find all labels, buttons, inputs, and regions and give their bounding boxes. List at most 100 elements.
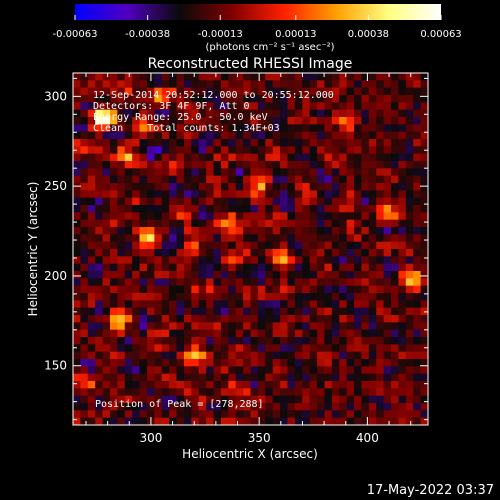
heatmap-cell: [346, 278, 355, 287]
heatmap-cell: [243, 153, 251, 162]
heatmap-cell: [176, 322, 185, 331]
heatmap-cell: [302, 344, 311, 353]
heatmap-cell: [124, 87, 133, 96]
heatmap-cell: [206, 417, 214, 425]
heatmap-cell: [391, 417, 399, 425]
heatmap-cell: [146, 410, 155, 419]
heatmap-cell: [257, 205, 266, 213]
heatmap-cell: [294, 256, 303, 265]
heatmap-cell: [161, 234, 170, 243]
heatmap-cell: [287, 263, 296, 272]
heatmap-cell: [331, 359, 340, 367]
heatmap-cell: [420, 337, 428, 345]
heatmap-cell: [309, 102, 318, 111]
heatmap-cell: [272, 183, 281, 191]
heatmap-cell: [257, 102, 266, 111]
heatmap-cell: [176, 315, 185, 323]
heatmap-cell: [317, 102, 325, 111]
heatmap-cell: [265, 329, 274, 338]
heatmap-cell: [73, 315, 81, 323]
heatmap-cell: [243, 102, 251, 111]
heatmap-cell: [272, 344, 281, 353]
heatmap-cell: [154, 256, 163, 265]
heatmap-cell: [317, 293, 325, 301]
heatmap-cell: [161, 124, 170, 133]
heatmap-cell: [161, 73, 170, 81]
heatmap-cell: [80, 109, 89, 118]
heatmap-cell: [331, 410, 340, 419]
heatmap-cell: [257, 381, 266, 389]
annotation-method: Clean Total counts: 1.34E+03: [93, 123, 280, 134]
heatmap-cell: [302, 117, 311, 125]
heatmap-cell: [154, 271, 163, 279]
heatmap-cell: [420, 271, 428, 279]
annotation-peak: Position of Peak = [278,288]: [95, 399, 264, 410]
heatmap-cell: [354, 153, 362, 162]
heatmap-cell: [198, 219, 207, 228]
heatmap-cell: [287, 300, 296, 309]
heatmap-cell: [146, 146, 155, 155]
heatmap-cell: [361, 131, 370, 140]
heatmap-cell: [317, 322, 325, 331]
heatmap-cell: [265, 322, 274, 331]
heatmap-cell: [376, 293, 385, 301]
heatmap-cell: [420, 373, 428, 382]
heatmap-cell: [413, 271, 422, 279]
heatmap-cell: [220, 359, 229, 367]
heatmap-cell: [191, 278, 200, 287]
heatmap-cell: [280, 241, 288, 250]
heatmap-cell: [250, 124, 259, 133]
heatmap-cell: [354, 417, 362, 425]
heatmap-cell: [309, 359, 318, 367]
heatmap-cell: [383, 227, 392, 235]
heatmap-cell: [354, 124, 362, 133]
heatmap-cell: [376, 359, 385, 367]
heatmap-cell: [294, 109, 303, 118]
heatmap-cell: [391, 190, 399, 199]
heatmap-cell: [331, 117, 340, 125]
heatmap-cell: [220, 322, 229, 331]
heatmap-cell: [146, 329, 155, 338]
heatmap-cell: [420, 322, 428, 331]
heatmap-cell: [73, 337, 81, 345]
heatmap-cell: [398, 102, 407, 111]
heatmap-cell: [206, 271, 214, 279]
heatmap-cell: [280, 197, 288, 206]
heatmap-cell: [383, 95, 392, 103]
heatmap-cell: [206, 410, 214, 419]
heatmap-cell: [368, 410, 377, 419]
heatmap-cell: [95, 205, 103, 213]
heatmap-cell: [73, 109, 81, 118]
heatmap-cell: [191, 359, 200, 367]
heatmap-cell: [243, 388, 251, 397]
heatmap-cell: [287, 87, 296, 96]
heatmap-cell: [368, 300, 377, 309]
heatmap-cell: [272, 395, 281, 404]
heatmap-cell: [361, 388, 370, 397]
heatmap-cell: [317, 241, 325, 250]
heatmap-cell: [257, 278, 266, 287]
heatmap-cell: [420, 109, 428, 118]
heatmap-cell: [391, 373, 399, 382]
heatmap-cell: [250, 307, 259, 316]
heatmap-cell: [287, 417, 296, 425]
heatmap-cell: [169, 161, 177, 169]
heatmap-cell: [146, 293, 155, 301]
heatmap-cell: [154, 205, 163, 213]
heatmap-cell: [383, 278, 392, 287]
heatmap-cell: [398, 205, 407, 213]
heatmap-cell: [257, 139, 266, 147]
heatmap-cell: [198, 410, 207, 419]
heatmap-cell: [228, 109, 237, 118]
heatmap-cell: [287, 359, 296, 367]
heatmap-cell: [206, 234, 214, 243]
heatmap-cell: [287, 146, 296, 155]
heatmap-cell: [95, 190, 103, 199]
heatmap-cell: [346, 190, 355, 199]
heatmap-cell: [265, 73, 274, 81]
heatmap-cell: [420, 410, 428, 419]
x-axis-label: Heliocentric X (arcsec): [182, 447, 318, 461]
colorbar-unit-label: (photons cm⁻² s⁻¹ asec⁻²): [205, 42, 334, 53]
heatmap-cell: [376, 315, 385, 323]
heatmap-cell: [265, 351, 274, 360]
